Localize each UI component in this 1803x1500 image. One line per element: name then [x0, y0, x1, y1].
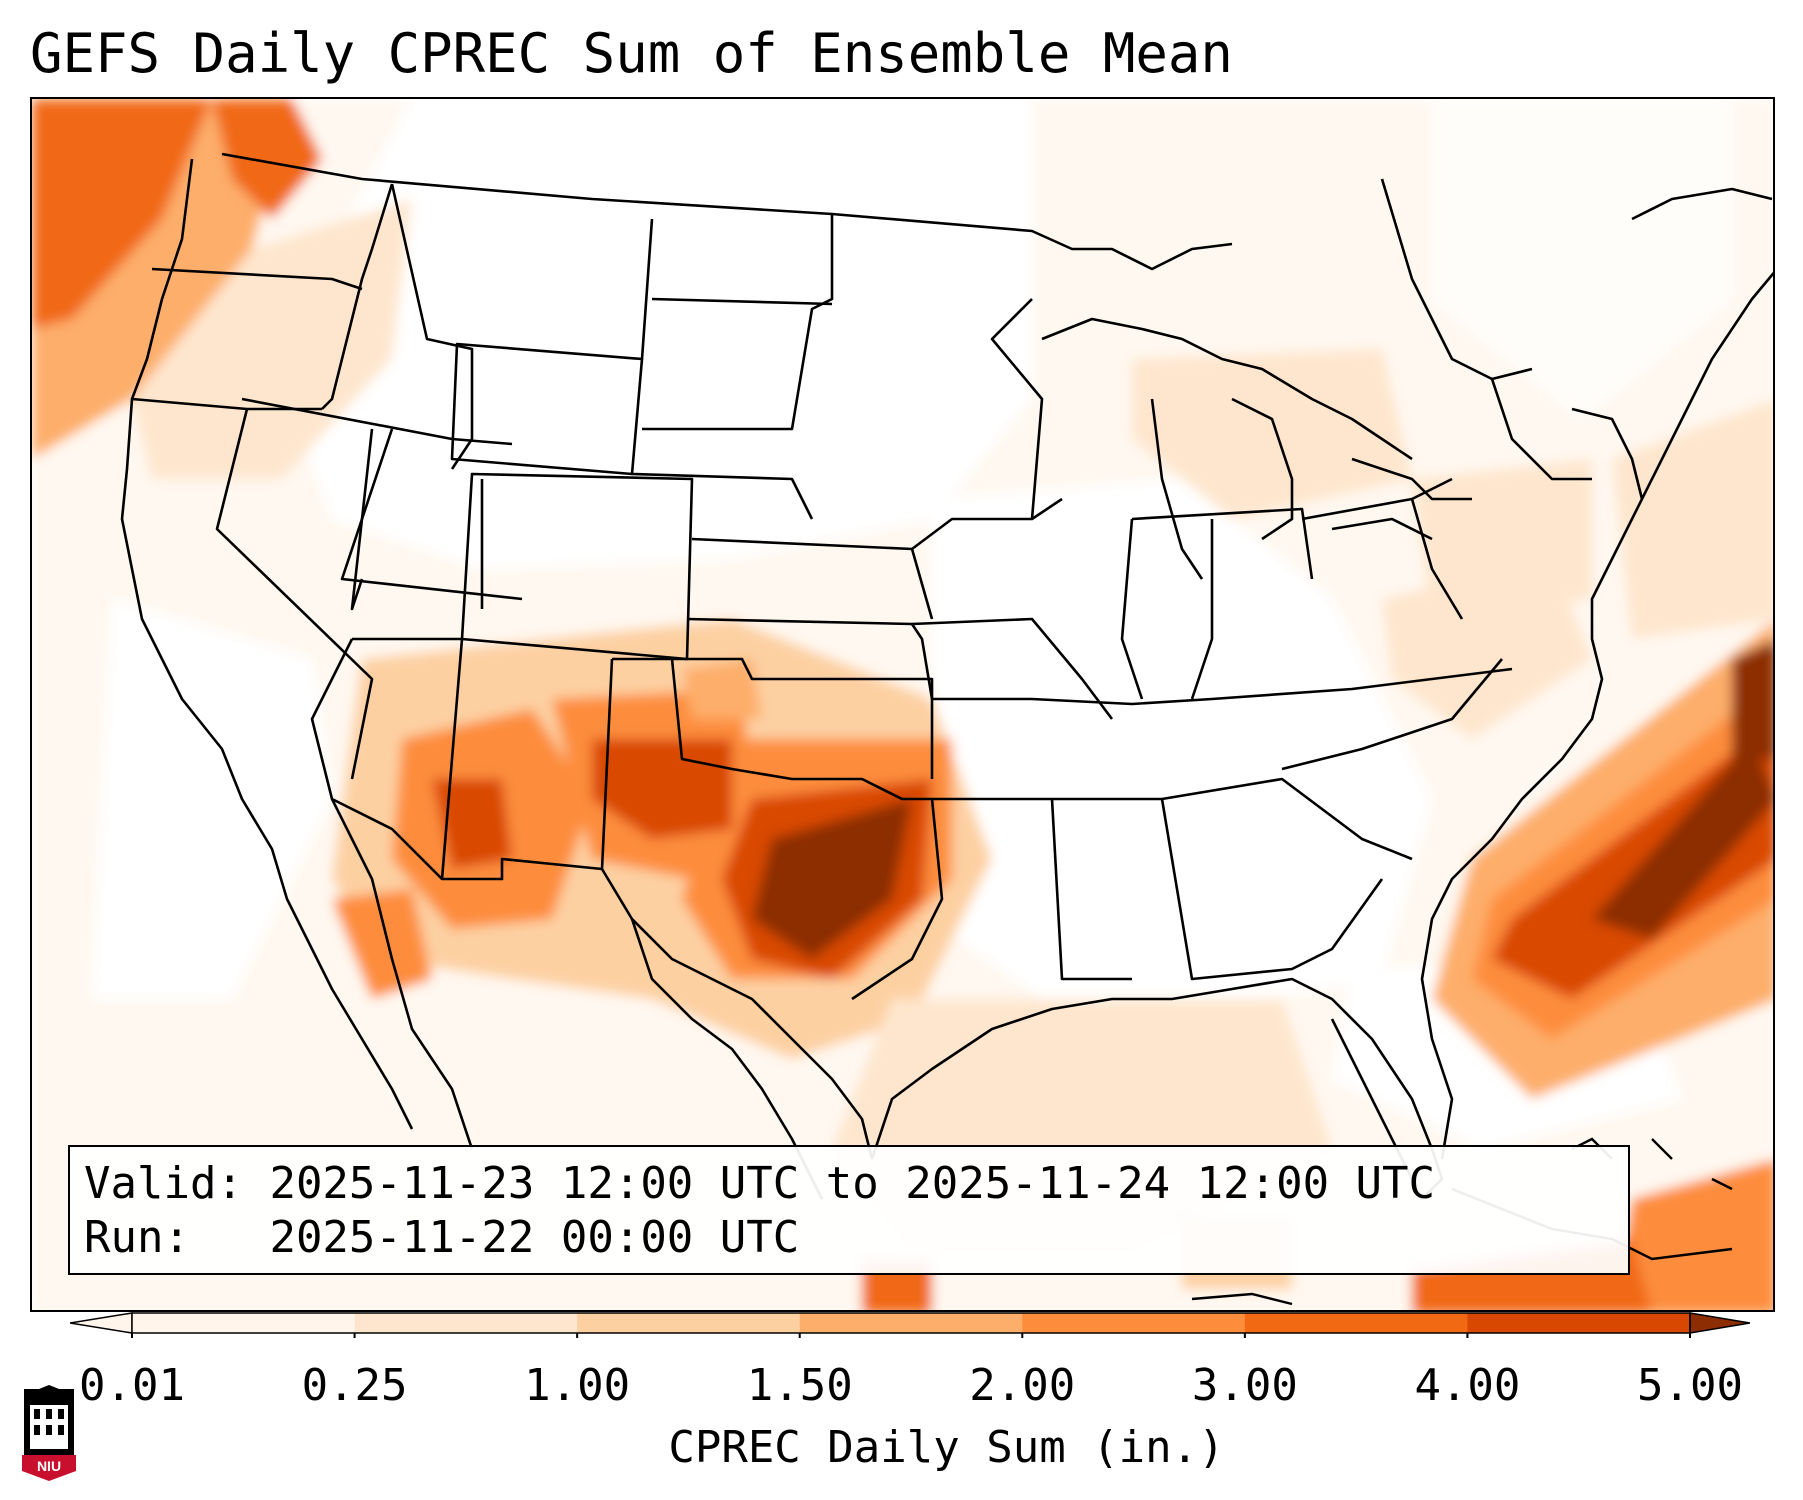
colorbar-segment — [354, 1313, 578, 1333]
colorbar — [70, 1312, 1750, 1338]
valid-run-box: Valid: 2025-11-23 12:00 UTC to 2025-11-2… — [68, 1145, 1630, 1275]
valid-value: 2025-11-23 12:00 UTC to 2025-11-24 12:00… — [269, 1158, 1436, 1209]
run-label: Run: — [84, 1212, 190, 1263]
colorbar-tick-label: 0.25 — [301, 1360, 408, 1411]
colorbar-over-arrow — [1689, 1312, 1750, 1334]
run-value: 2025-11-22 00:00 UTC — [269, 1212, 800, 1263]
valid-label: Valid: — [84, 1158, 243, 1209]
page-title: GEFS Daily CPREC Sum of Ensemble Mean — [30, 22, 1233, 85]
map-canvas — [32, 99, 1773, 1310]
niu-logo: NIU — [22, 1385, 76, 1481]
colorbar-outline — [131, 1312, 1691, 1334]
colorbar-tick-label: 1.00 — [524, 1360, 631, 1411]
colorbar-under-arrow — [70, 1312, 133, 1334]
colorbar-segment — [1467, 1313, 1691, 1333]
precip-shading — [32, 99, 1773, 1310]
colorbar-segment — [577, 1313, 801, 1333]
colorbar-segment — [132, 1313, 356, 1333]
precipitation-map: Valid: 2025-11-23 12:00 UTC to 2025-11-2… — [30, 97, 1775, 1312]
colorbar-tick-label: 4.00 — [1414, 1360, 1521, 1411]
colorbar-label: CPREC Daily Sum (in.) — [668, 1422, 1225, 1473]
colorbar-tick-label: 1.50 — [746, 1360, 853, 1411]
colorbar-tick-label: 2.00 — [969, 1360, 1076, 1411]
colorbar-tick-label: 3.00 — [1191, 1360, 1298, 1411]
colorbar-segment — [799, 1313, 1023, 1333]
colorbar-segments — [70, 1312, 1750, 1334]
niu-logo-text: NIU — [37, 1458, 61, 1474]
colorbar-segment — [1022, 1313, 1246, 1333]
colorbar-segment — [1244, 1313, 1468, 1333]
colorbar-ticks — [131, 1333, 1691, 1338]
colorbar-tick-label: 0.01 — [79, 1360, 185, 1411]
colorbar-tick-label: 5.00 — [1637, 1360, 1743, 1411]
